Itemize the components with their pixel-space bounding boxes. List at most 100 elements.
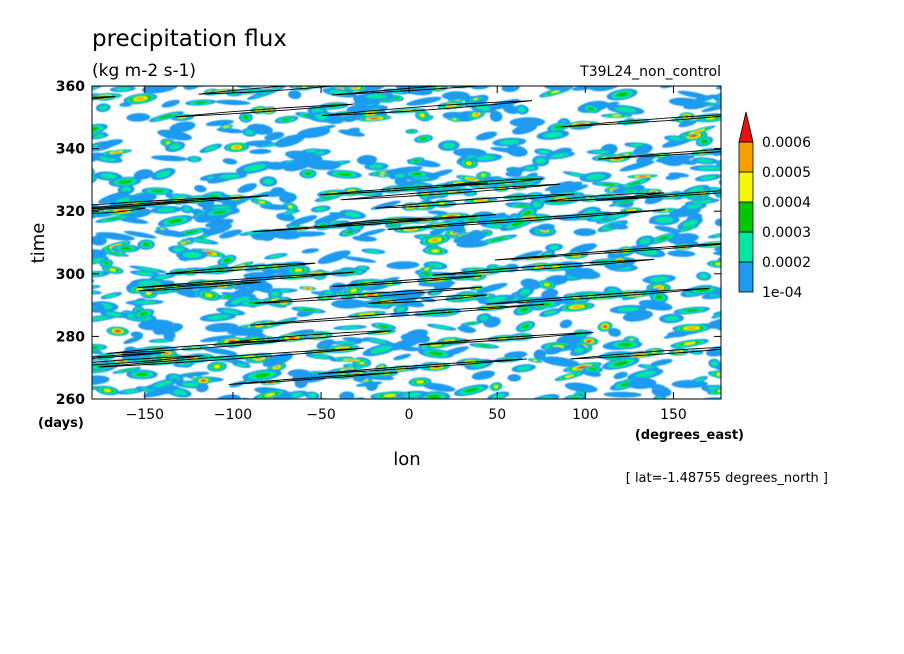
precip-cell [190, 157, 199, 162]
precip-cell [36, 100, 48, 103]
precip-cell [365, 381, 378, 392]
y-tick-label: 360 [56, 79, 85, 95]
precip-cell [264, 393, 276, 397]
precip-cell [720, 323, 721, 330]
precip-cell [720, 285, 721, 292]
precip-cell [201, 379, 206, 382]
precip-cell [151, 348, 167, 352]
precip-cell [274, 134, 305, 148]
precip-cell [465, 155, 476, 158]
precip-cell [104, 293, 118, 298]
precip-cell [457, 325, 476, 334]
precip-cell [119, 102, 132, 107]
precip-cell [268, 398, 297, 411]
precip-cell [324, 114, 345, 125]
precip-cell [153, 380, 173, 388]
precip-cell [573, 228, 597, 237]
precip-cell [618, 342, 633, 347]
precip-cell [182, 251, 202, 258]
precip-cell [700, 139, 709, 144]
y-tick-label: 340 [56, 142, 85, 158]
precip-cell [25, 98, 43, 104]
precip-cell [212, 210, 227, 215]
precip-cell [230, 287, 255, 298]
precip-cell [544, 283, 550, 287]
precip-cell [586, 340, 592, 343]
precip-cell [507, 374, 522, 382]
precip-cell [367, 294, 374, 296]
precip-cell [205, 119, 235, 127]
precip-cell [194, 101, 207, 104]
precip-cell [658, 154, 684, 167]
precip-cell [346, 103, 368, 112]
band-contour [561, 114, 721, 128]
y-tick-label: 320 [56, 204, 85, 220]
precip-cell [169, 121, 196, 133]
precip-cell [667, 250, 696, 257]
precip-cell [361, 81, 372, 84]
precip-cell [613, 360, 629, 367]
precip-cell [231, 296, 250, 305]
precip-cell [65, 357, 88, 364]
precip-cell [490, 237, 507, 242]
precip-cell [139, 311, 149, 317]
precip-cell [92, 235, 107, 246]
precip-cell [336, 172, 352, 177]
precip-cell [564, 382, 598, 393]
precip-cell [211, 205, 231, 209]
band-contour [254, 286, 482, 304]
colorbar-swatch [738, 201, 754, 233]
precip-cell [85, 170, 92, 175]
precip-cell [199, 334, 237, 343]
band-contour [418, 331, 594, 346]
precip-cell [244, 275, 258, 281]
precip-cell [194, 184, 207, 193]
band-contour [165, 262, 316, 275]
precip-cell [442, 142, 456, 149]
precip-cell [130, 331, 144, 338]
precip-cell [264, 131, 285, 141]
precip-cell [619, 160, 655, 172]
precip-cell [285, 150, 323, 163]
precip-cell [618, 199, 632, 204]
precip-cell [63, 358, 89, 368]
precip-cell [141, 86, 178, 94]
precip-cell [92, 346, 100, 349]
precip-cell [58, 365, 67, 368]
precip-cell [523, 210, 532, 216]
precip-cell [76, 357, 92, 362]
precip-cell [421, 272, 431, 276]
precip-cell [668, 97, 701, 107]
precip-cell [438, 202, 445, 205]
precip-cell [267, 109, 271, 112]
precip-cell [21, 364, 32, 370]
band-contour [432, 258, 655, 276]
precip-cell [656, 235, 670, 241]
band-contour [570, 346, 721, 360]
precip-cell [340, 326, 360, 329]
precip-cell [301, 308, 316, 312]
precip-cell [386, 261, 420, 270]
precip-cell [615, 92, 629, 97]
precip-cell [205, 218, 234, 228]
precip-cell [241, 82, 249, 86]
precip-cell [268, 228, 302, 240]
precip-cell [288, 215, 318, 226]
precip-cell [193, 238, 212, 243]
precip-cell [521, 324, 530, 329]
x-tick-label: −150 [126, 407, 164, 423]
precip-cell [346, 359, 357, 361]
precip-cell [494, 385, 499, 389]
band-contour [331, 218, 427, 226]
precip-cell [218, 229, 243, 239]
precip-cell [3, 212, 19, 216]
precip-cell [242, 355, 255, 358]
precip-cell [202, 223, 233, 236]
precip-cell [281, 79, 291, 84]
precip-cell [46, 101, 57, 104]
precip-cell [633, 80, 641, 82]
precip-cell [213, 364, 221, 369]
precip-cell [538, 149, 551, 154]
precip-cell [406, 228, 416, 231]
precip-cell [490, 147, 521, 154]
